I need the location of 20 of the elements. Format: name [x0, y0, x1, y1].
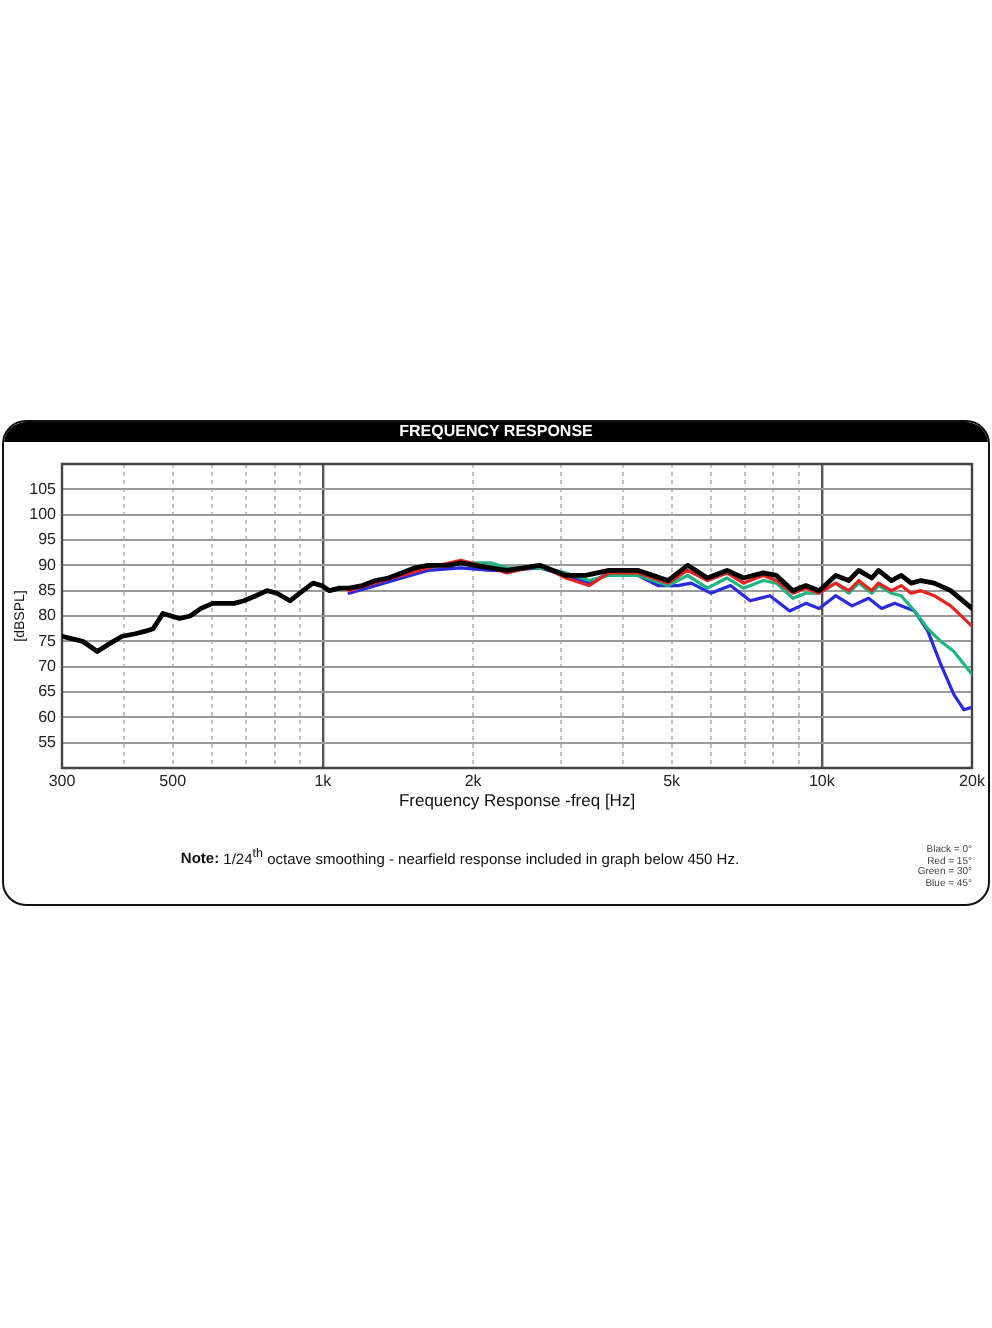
- y-tick-label: 65: [38, 682, 58, 701]
- y-tick-label: 80: [38, 606, 58, 625]
- y-tick-label: 75: [38, 631, 58, 650]
- chart-title: FREQUENCY RESPONSE: [399, 422, 593, 440]
- x-tick-label: 500: [159, 772, 188, 791]
- x-tick-label: 300: [48, 772, 77, 791]
- x-axis-title: Frequency Response -freq [Hz]: [398, 790, 636, 811]
- y-tick-label: 60: [38, 707, 58, 726]
- x-tick-label: 2k: [464, 772, 484, 791]
- y-tick-label: 95: [38, 530, 58, 549]
- x-tick-label: 1k: [314, 772, 334, 791]
- y-tick-label: 70: [38, 657, 58, 676]
- y-tick-label: 90: [38, 555, 58, 574]
- y-tick-label: 55: [38, 733, 58, 752]
- y-tick-label: 100: [29, 505, 58, 524]
- y-tick-label: 105: [29, 479, 58, 498]
- x-tick-label: 20k: [959, 772, 987, 791]
- y-tick-label: 85: [38, 581, 58, 600]
- x-tick-label: 5k: [663, 772, 683, 791]
- x-tick-label: 10k: [808, 772, 837, 791]
